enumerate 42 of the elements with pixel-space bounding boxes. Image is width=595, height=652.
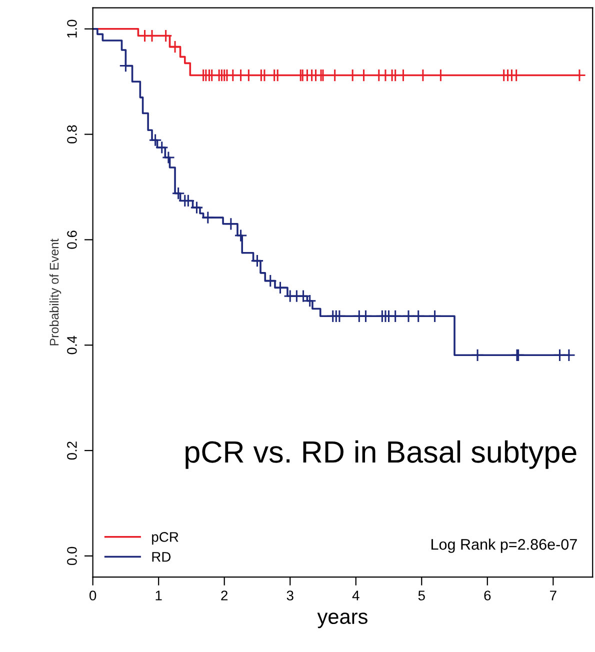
point <box>562 348 576 362</box>
point <box>234 228 248 242</box>
point <box>201 211 214 224</box>
x-tick-label: 7 <box>550 590 556 600</box>
point <box>250 254 264 268</box>
point <box>412 310 425 323</box>
x-tick-label: 4 <box>352 590 360 600</box>
x-axis-title: years <box>317 612 368 628</box>
y-tick-label: 0.8 <box>67 125 77 144</box>
point <box>332 310 346 323</box>
point <box>224 217 238 230</box>
point <box>162 150 176 164</box>
point <box>168 40 182 54</box>
x-tick-label: 6 <box>484 590 491 600</box>
point <box>470 348 484 362</box>
point <box>148 134 162 147</box>
x-tick-label: 1 <box>156 590 162 600</box>
point <box>155 140 168 154</box>
text: pCR vs. RD in Basal subtype <box>186 440 576 469</box>
point <box>303 294 316 308</box>
y-tick-label: 0.4 <box>67 336 77 354</box>
x-tick-label: 0 <box>90 590 96 600</box>
point <box>274 281 287 294</box>
y-axis-title: Probability of Event <box>49 238 62 346</box>
point <box>264 274 277 288</box>
legend-label: pCR <box>152 532 178 545</box>
point <box>172 186 185 200</box>
x-tick-label: 5 <box>418 590 425 600</box>
y-tick-label: 0.2 <box>67 442 77 460</box>
point <box>388 310 402 323</box>
y-tick-label: 0.0 <box>67 546 77 566</box>
point <box>296 290 310 303</box>
x-tick-label: 2 <box>221 590 228 600</box>
annotation: Log Rank p=2.86e-07 <box>432 538 577 553</box>
y-tick-label: 1.0 <box>67 20 77 38</box>
y-tick-label: 0.6 <box>67 230 77 249</box>
point <box>428 310 442 323</box>
x-tick-label: 3 <box>286 590 294 600</box>
point <box>190 200 204 214</box>
point <box>402 310 416 323</box>
point <box>359 310 372 323</box>
legend-label: RD <box>152 552 171 562</box>
